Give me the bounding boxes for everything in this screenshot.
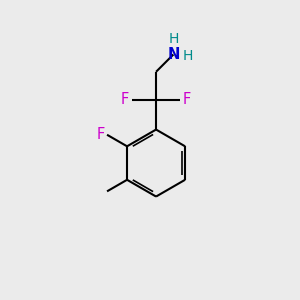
Text: F: F bbox=[121, 92, 129, 107]
Text: F: F bbox=[183, 92, 191, 107]
Text: F: F bbox=[97, 127, 105, 142]
Text: H: H bbox=[168, 32, 178, 46]
Text: H: H bbox=[183, 49, 194, 63]
Text: N: N bbox=[167, 47, 180, 62]
